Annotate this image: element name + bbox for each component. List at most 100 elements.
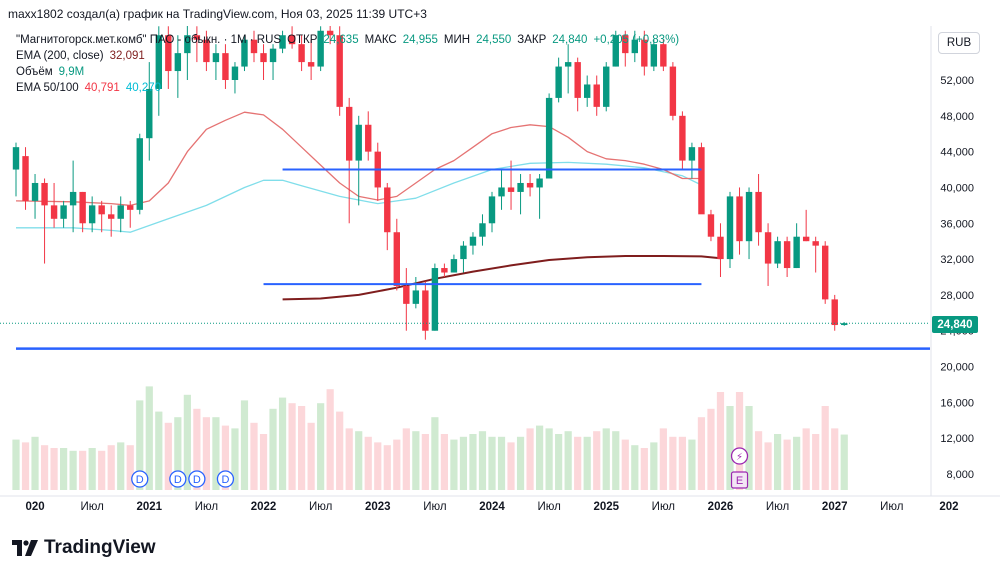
candle-body — [31, 182, 39, 201]
brand-name: TradingView — [44, 537, 156, 558]
volume-bar — [659, 428, 667, 490]
symbol-name[interactable]: "Магнитогорск.мет.комб" ПАО - обыкн. · 1… — [16, 34, 282, 46]
time-tick-label: Июл — [880, 501, 903, 513]
dividend-letter: D — [193, 474, 201, 486]
candle-body — [507, 187, 515, 192]
candle-body — [336, 35, 343, 107]
candle-body — [622, 35, 629, 54]
volume-bar — [783, 439, 791, 490]
time-tick-label: Июл — [423, 501, 446, 513]
open-label: ОТКР — [287, 34, 318, 46]
volume-bar — [421, 434, 429, 490]
ema-fast-label: EMA 50/100 — [16, 82, 79, 94]
time-tick-label: 2022 — [251, 501, 277, 513]
candle-body — [326, 30, 334, 36]
candle-body — [69, 191, 77, 206]
candle-body — [346, 106, 353, 161]
volume-bar — [735, 392, 744, 490]
candle-body — [412, 290, 420, 304]
price-tick-label: 52,000 — [940, 75, 974, 87]
volume-bar — [497, 436, 506, 490]
candle-body — [127, 205, 134, 210]
candle-body — [174, 53, 182, 72]
candle-body — [241, 39, 248, 67]
candle-body — [384, 187, 391, 233]
volume-bar — [593, 431, 601, 490]
candlestick-chart[interactable]: 8,00012,00016,00020,00024,00028,00032,00… — [0, 26, 1000, 526]
ema200-value: 32,091 — [109, 50, 145, 62]
volume-bar — [821, 406, 829, 490]
candle-body — [108, 214, 115, 219]
legend-ema-fast-row[interactable]: EMA 50/100 40,791 40,270 — [16, 80, 679, 96]
candle-body — [526, 182, 534, 188]
price-tick-label: 16,000 — [940, 397, 974, 409]
time-axis: 020 Июл 2021 Июл 2022 Июл 2023 Июл 2024 Июл 2025 Ию… — [0, 495, 1000, 513]
volume-bar — [774, 434, 782, 490]
candle-body — [755, 191, 762, 233]
volume-bar — [336, 411, 344, 490]
candle-body — [736, 196, 743, 242]
volume-layer — [12, 386, 848, 490]
candle-body — [165, 35, 172, 72]
volume-bar — [754, 431, 763, 490]
time-tick-label: 2026 — [708, 501, 734, 513]
candle-body — [298, 44, 305, 63]
volume-bar — [478, 431, 487, 490]
volume-bar — [240, 400, 249, 490]
currency-button[interactable]: RUB — [938, 32, 980, 54]
candle-body — [231, 66, 239, 80]
price-tick-label: 28,000 — [940, 290, 974, 302]
tradingview-brand[interactable]: TradingView — [12, 537, 156, 559]
volume-bar — [364, 436, 372, 490]
open-value: 24,635 — [323, 34, 359, 46]
volume-bar — [793, 436, 801, 490]
candle-body — [136, 138, 143, 210]
candle-body — [574, 62, 581, 98]
volume-bar — [202, 417, 210, 490]
volume-bar — [812, 434, 820, 490]
candle-body — [193, 35, 201, 40]
close-label: ЗАКР — [517, 34, 547, 46]
candle-body — [612, 35, 619, 67]
volume-bar — [250, 422, 258, 490]
candle-body — [60, 205, 67, 219]
price-tick-label: 40,000 — [940, 182, 974, 194]
earnings-icon — [730, 471, 749, 489]
volume-bar — [374, 442, 382, 490]
candle-body — [431, 268, 439, 331]
legend-volume-row[interactable]: Объём 9,9M — [16, 64, 679, 80]
candle-body — [441, 268, 448, 273]
low-label: МИН — [443, 34, 471, 46]
candle-body — [555, 66, 562, 98]
candle-body — [841, 323, 848, 326]
volume-bar — [183, 394, 191, 490]
volume-bar — [707, 408, 715, 490]
time-tick-label: 2023 — [365, 501, 391, 513]
volume-bar — [459, 436, 468, 490]
volume-bar — [12, 439, 20, 490]
candle-body — [50, 205, 58, 219]
volume-bar — [574, 436, 582, 490]
legend-ema200-row[interactable]: EMA (200, close) 32,091 — [16, 48, 679, 64]
chart-frame[interactable]: 8,00012,00016,00020,00024,00028,00032,00… — [0, 26, 1000, 526]
volume-bar — [117, 442, 125, 490]
volume-bar — [393, 439, 401, 490]
candle-body — [88, 205, 96, 224]
volume-bar — [383, 445, 391, 490]
candle-body — [831, 299, 838, 326]
volume-bar — [640, 448, 648, 490]
time-tick-label: 2021 — [136, 501, 162, 513]
volume-bar — [650, 442, 658, 490]
volume-bar — [21, 442, 30, 490]
candle-body — [260, 53, 267, 63]
time-tick-label: 2024 — [479, 501, 505, 513]
earnings-glyph: E — [736, 475, 743, 487]
candle-body — [793, 236, 800, 269]
volume-bar — [79, 450, 87, 490]
volume-bar — [716, 392, 725, 490]
volume-bar — [412, 431, 420, 490]
legend-ohlc-row: "Магнитогорск.мет.комб" ПАО - обыкн. · 1… — [16, 32, 679, 48]
candle-body — [307, 62, 315, 67]
volume-bar — [631, 445, 639, 490]
volume-label: Объём — [16, 66, 53, 78]
